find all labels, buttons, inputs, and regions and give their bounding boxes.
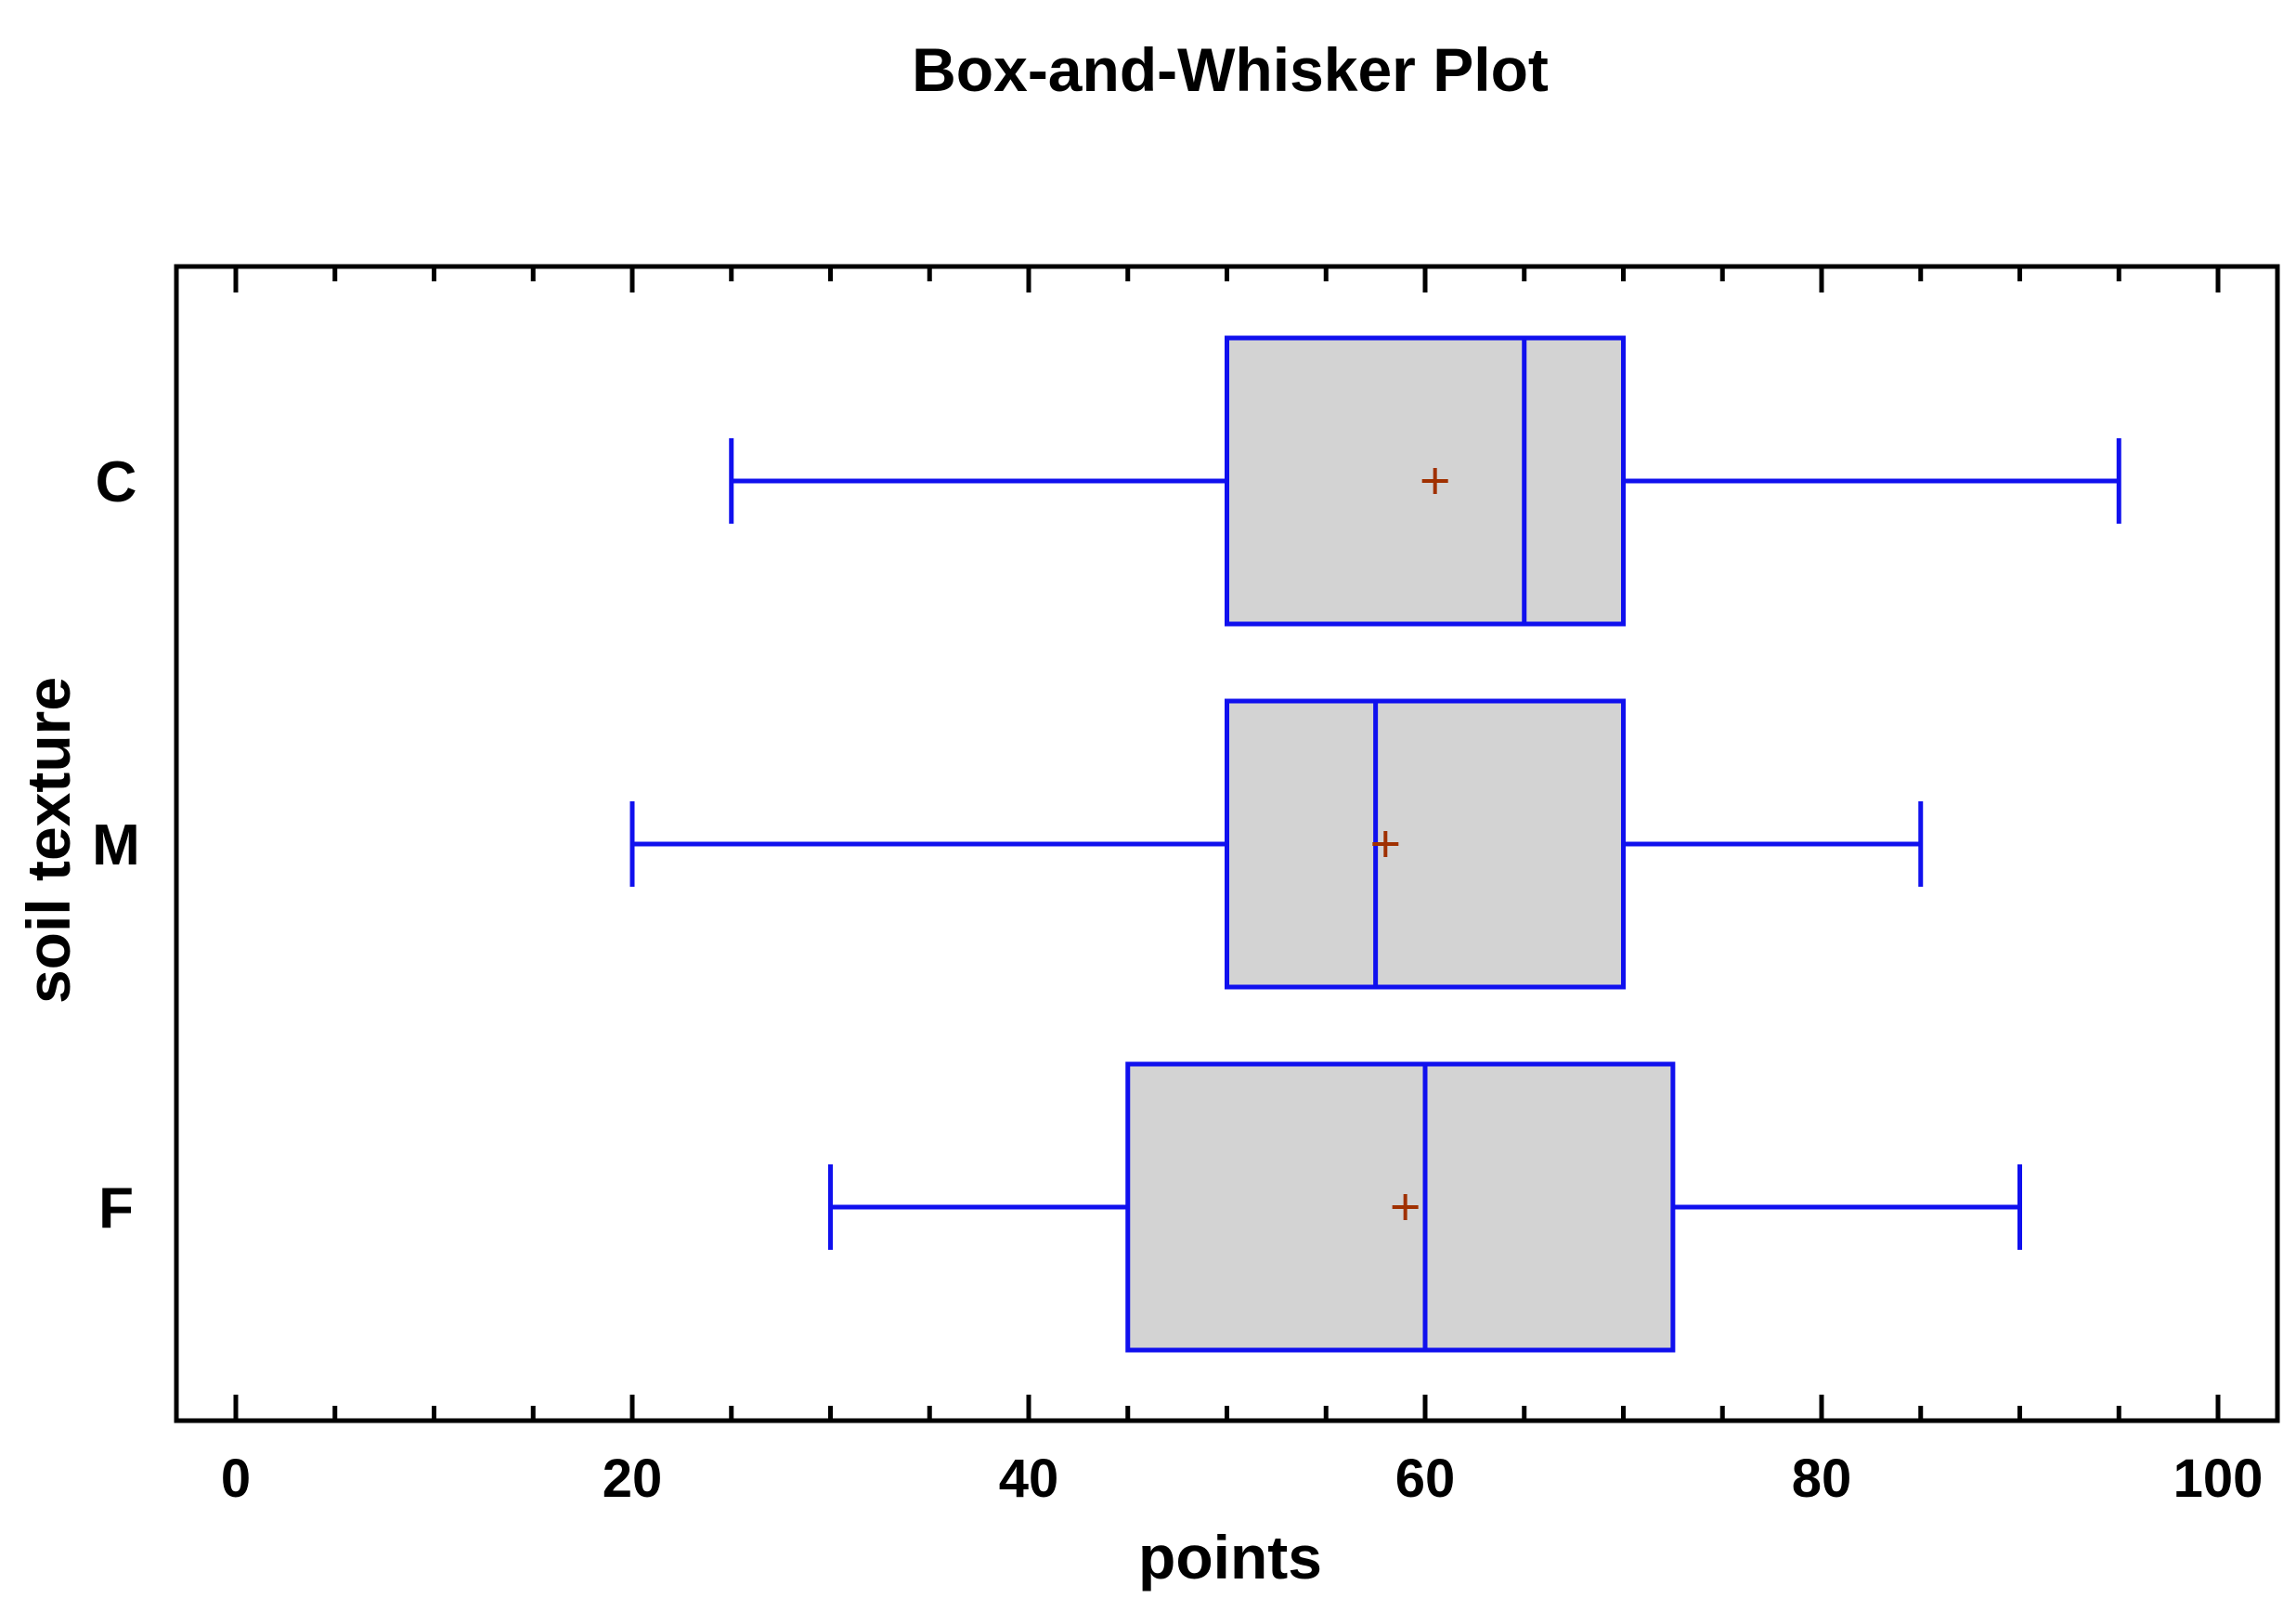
- x-axis-ticks: [233, 266, 2221, 1421]
- x-tick-label: 100: [2173, 1449, 2264, 1509]
- y-axis-category-labels: C M F: [92, 450, 140, 1241]
- x-axis-label: points: [1138, 1523, 1322, 1592]
- box-c: [729, 335, 2121, 627]
- box-f: [828, 1061, 2022, 1353]
- category-label: C: [96, 450, 137, 514]
- box-series: [629, 335, 2121, 1353]
- category-label: F: [98, 1176, 134, 1241]
- iqr-box: [1225, 335, 1626, 627]
- category-label: M: [92, 813, 140, 877]
- x-tick-label: 60: [1395, 1449, 1456, 1509]
- x-tick-label: 80: [1792, 1449, 1852, 1509]
- iqr-box: [1225, 698, 1626, 990]
- x-tick-label: 40: [999, 1449, 1059, 1509]
- chart-title: Box-and-Whisker Plot: [912, 35, 1549, 104]
- box-m: [629, 698, 1924, 990]
- x-axis-tick-labels: 0 20 40 60 80 100: [221, 1449, 2264, 1509]
- x-tick-label: 20: [603, 1449, 663, 1509]
- y-axis-label: soil texture: [14, 677, 83, 1004]
- x-tick-label: 0: [221, 1449, 251, 1509]
